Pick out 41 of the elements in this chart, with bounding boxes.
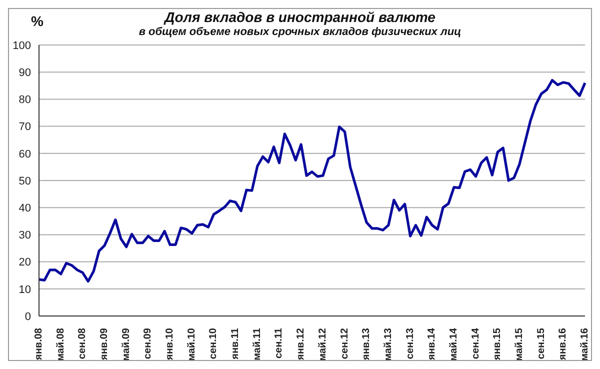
x-tick-label: янв.10	[164, 328, 176, 360]
x-tick-label: сен.15	[536, 328, 547, 360]
x-tick-label: сен.12	[339, 328, 350, 360]
x-tick-label: янв.08	[34, 328, 44, 360]
x-tick-label: янв.09	[99, 328, 110, 360]
x-tick-label: сен.11	[274, 328, 285, 359]
chart-subtitle: в общем объеме новых срочных вкладов физических лиц	[138, 26, 462, 38]
y-tick-label: 60	[18, 148, 31, 160]
y-tick-label: 30	[18, 230, 31, 242]
x-tick-label: май.11	[252, 328, 263, 360]
x-tick-label: янв.14	[426, 328, 438, 360]
y-tick-label: 10	[18, 284, 31, 296]
y-tick-label: 80	[18, 94, 31, 106]
x-tick-label: янв.16	[558, 328, 569, 360]
y-tick-label: 100	[12, 40, 31, 52]
x-tick-label: май.15	[514, 328, 525, 361]
x-tick-label: сен.09	[142, 328, 154, 360]
x-tick-label: май.12	[317, 328, 328, 361]
y-tick-label: 50	[18, 175, 31, 188]
x-tick-label: май.14	[448, 328, 460, 361]
y-axis-title: %	[31, 13, 44, 29]
y-tick-label: 90	[18, 67, 31, 80]
x-tick-label: май.09	[120, 328, 132, 361]
x-tick-label: янв.11	[230, 328, 242, 360]
y-tick-label: 70	[18, 121, 31, 134]
y-tick-label: 0	[24, 310, 31, 323]
line-series	[38, 78, 586, 283]
y-tick-label: 20	[18, 256, 31, 269]
x-tick-label: май.16	[580, 328, 590, 361]
x-tick-label: май.08	[55, 328, 66, 361]
x-tick-label: сен.08	[77, 328, 88, 360]
chart-title: Доля вкладов в иностранной валюте	[164, 9, 436, 25]
x-tick-label: сен.13	[404, 328, 416, 360]
x-tick-label: май.13	[382, 328, 394, 361]
y-tick-label: 40	[18, 202, 31, 215]
x-tick-label: янв.13	[361, 328, 372, 360]
x-tick-label: сен.10	[208, 328, 220, 360]
x-tick-label: май.10	[186, 328, 198, 361]
x-tick-label: янв.15	[492, 328, 504, 360]
x-tick-label: сен.14	[470, 328, 482, 360]
x-tick-label: янв.12	[296, 328, 307, 360]
